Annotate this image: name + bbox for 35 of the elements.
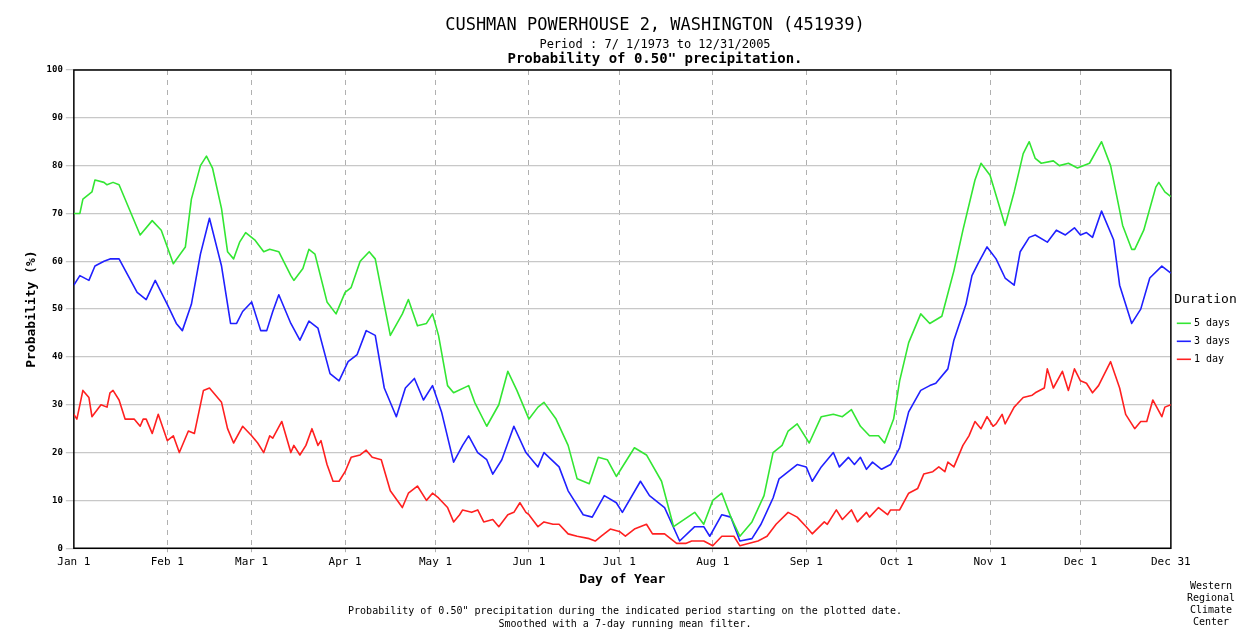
x-tick-label: Aug 1 — [696, 554, 730, 568]
legend-title: Duration — [1174, 290, 1237, 306]
y-tick-label: 50 — [52, 303, 63, 314]
legend-label: 1 day — [1193, 352, 1224, 364]
y-tick-label: 60 — [52, 255, 63, 266]
chart-subtitle: Period : 7/ 1/1973 to 12/31/2005 — [538, 37, 772, 51]
x-tick-label: Sep 1 — [789, 554, 823, 568]
x-tick-label: Jul 1 — [602, 554, 636, 568]
text: Probability of 0.50" precipitation. — [506, 50, 804, 66]
y-tick-label: 40 — [52, 351, 63, 362]
chart-title: CUSHMAN POWERHOUSE 2, WASHINGTON (451939) — [444, 14, 866, 34]
legend-label: 5 days — [1193, 316, 1230, 328]
legend-label: 3 days — [1193, 334, 1230, 346]
x-tick-label: Jun 1 — [512, 554, 546, 568]
y-tick-label: 30 — [52, 399, 63, 410]
y-tick-label: 10 — [52, 494, 63, 505]
x-tick-label: Oct 1 — [880, 554, 914, 568]
x-tick-label: Dec 1 — [1063, 554, 1098, 568]
x-tick-label: Apr 1 — [328, 554, 362, 568]
x-tick-label: Feb 1 — [150, 554, 184, 568]
x-tick-label: Dec 31 — [1151, 554, 1191, 568]
x-tick-label: May 1 — [418, 554, 453, 568]
text: Western Regional Climate Center — [1185, 580, 1237, 628]
y-tick-label: 90 — [52, 112, 63, 123]
y-tick-label: 100 — [46, 64, 63, 75]
y-axis-title: Probability (%) — [23, 250, 39, 368]
y-tick-label: 20 — [52, 446, 63, 457]
x-tick-label: Mar 1 — [235, 554, 269, 568]
y-tick-label: 80 — [52, 159, 63, 170]
x-tick-label: Nov 1 — [973, 554, 1007, 568]
x-axis-title: Day of Year — [579, 570, 666, 586]
y-tick-label: 70 — [52, 207, 63, 218]
text: Probability of 0.50" precipitation during the indicated period starting on the plotted date. Smoothed with a 7-day running mean filter. — [347, 604, 903, 630]
x-tick-label: Jan 1 — [57, 554, 91, 568]
y-tick-label: 0 — [57, 542, 63, 553]
